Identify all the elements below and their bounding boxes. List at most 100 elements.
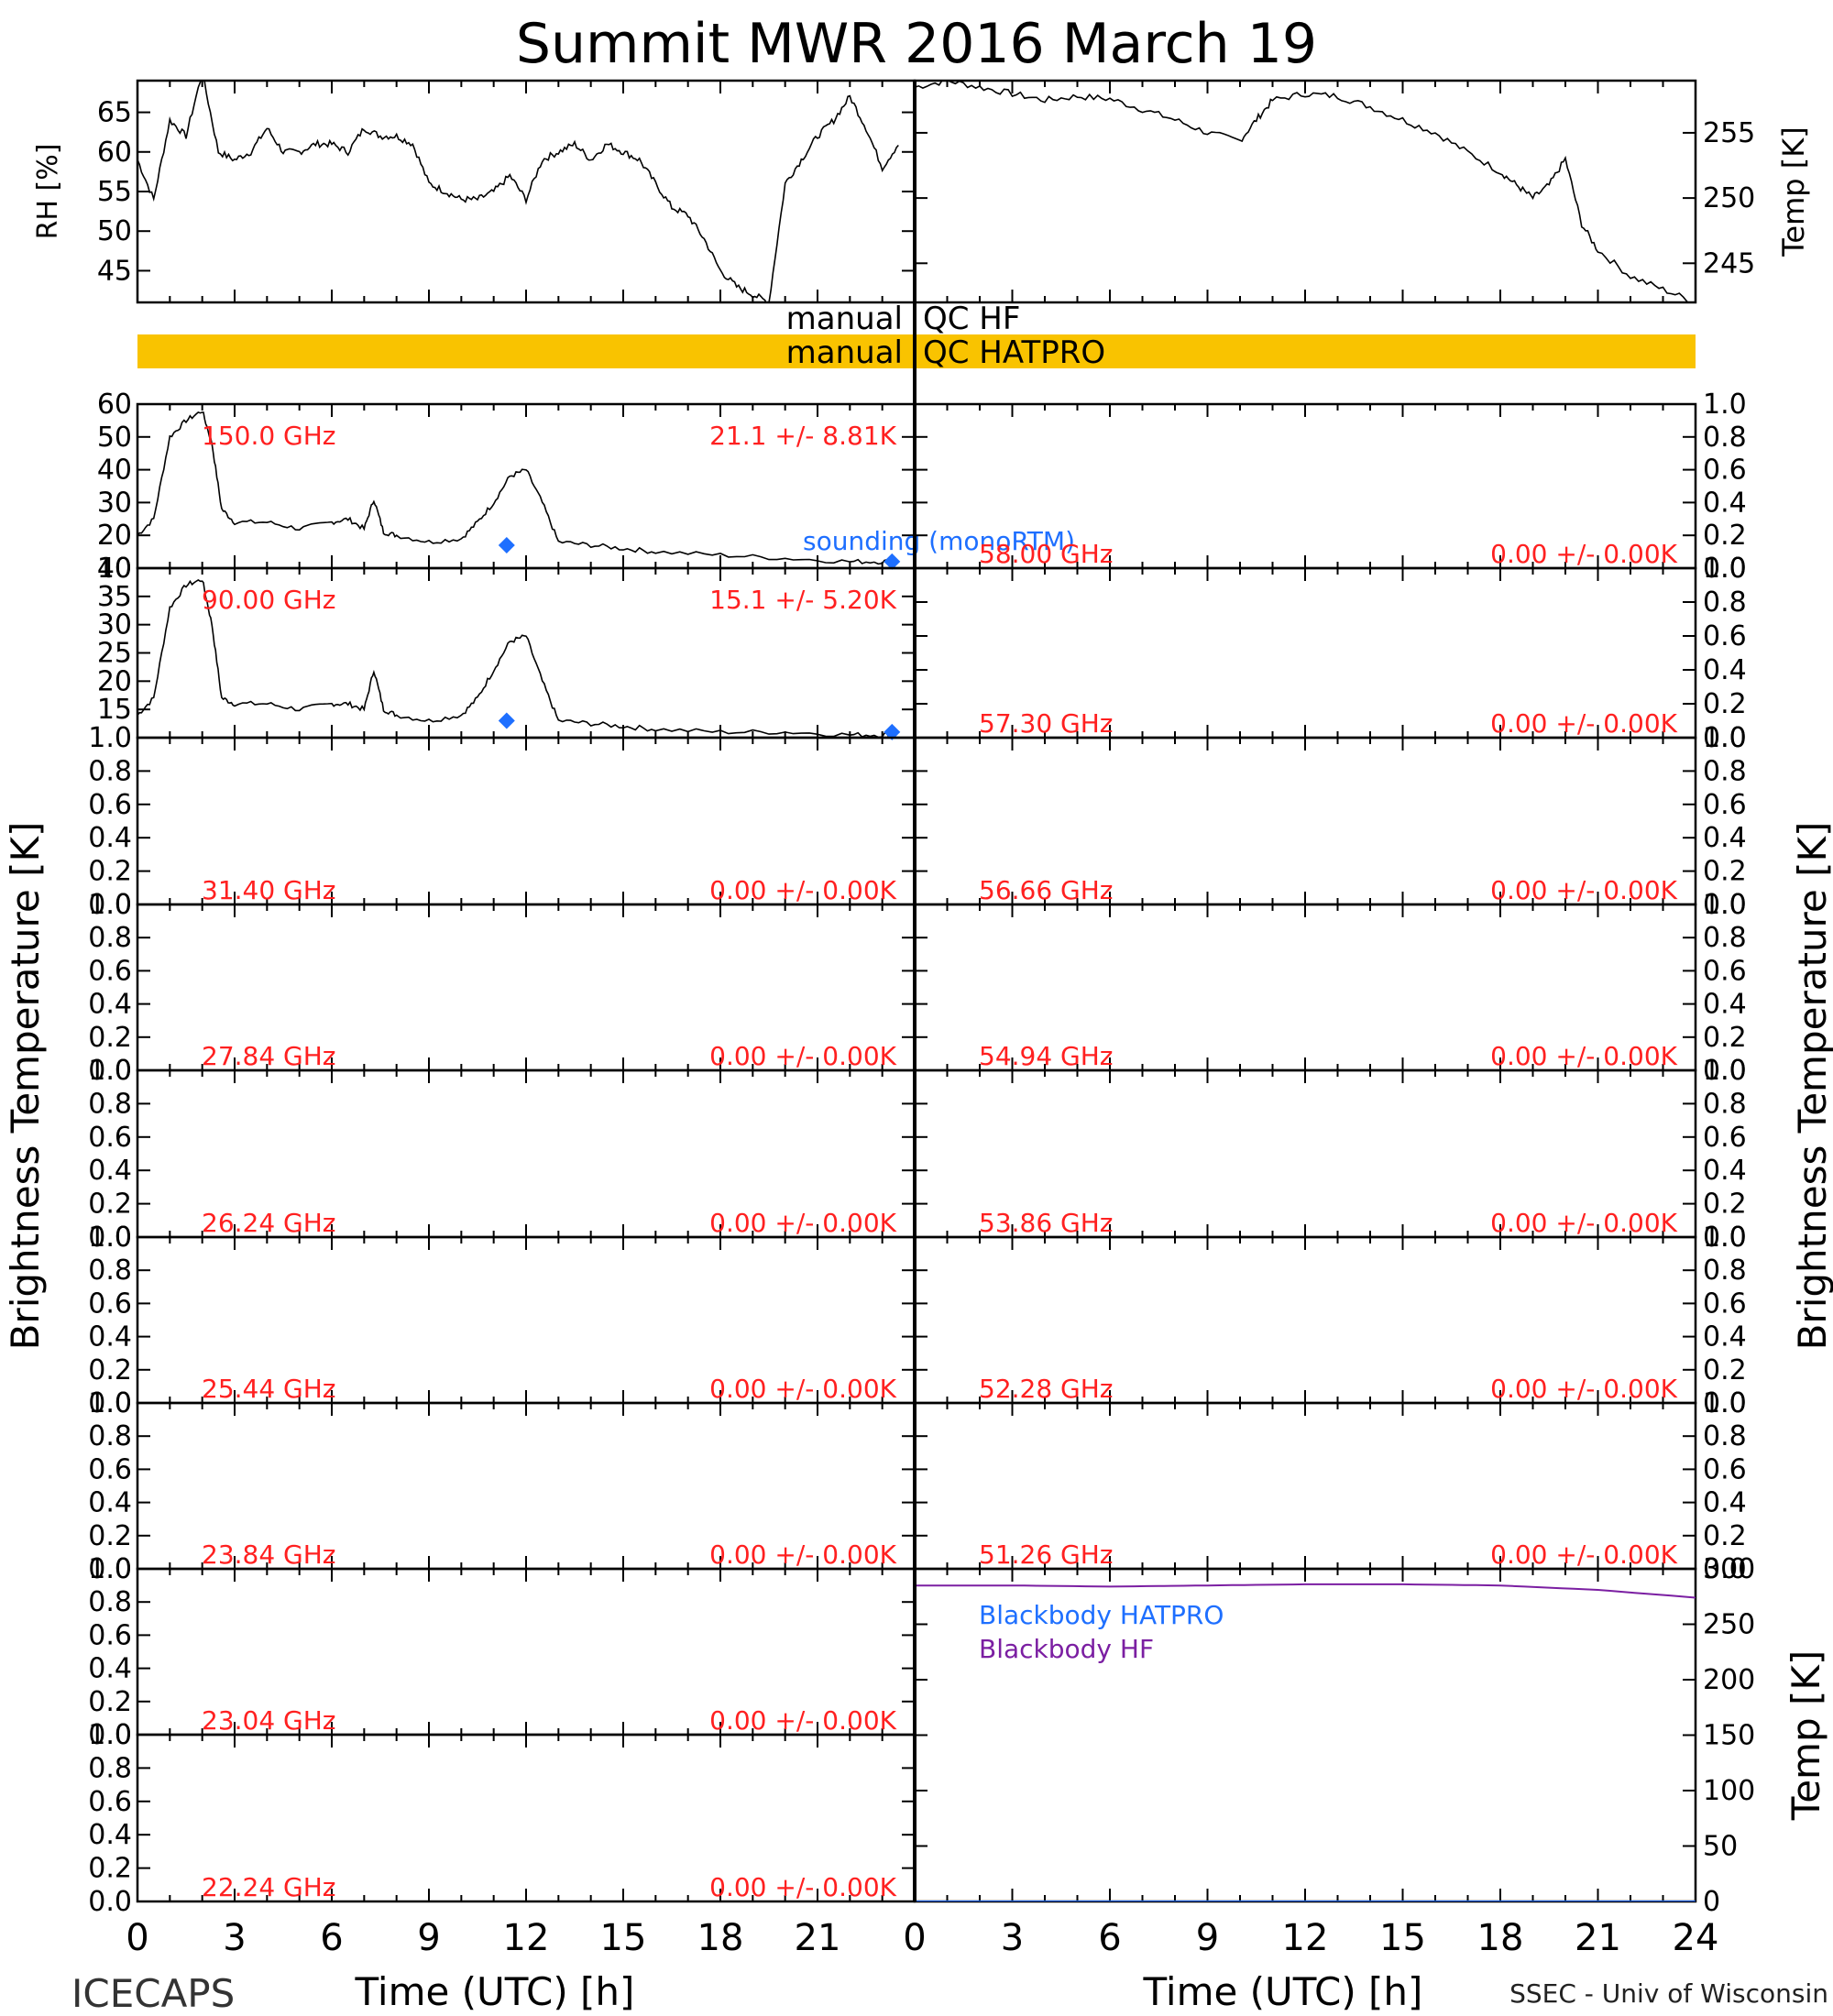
panel-ch-54.94: 0.00.20.40.60.81.054.94 GHz 0.00 +/- 0.00… [913, 889, 1747, 1087]
panel-frame [136, 79, 916, 304]
channel-frequency: 22.24 GHz [202, 1872, 336, 1902]
y-tick-label: 0.2 [1703, 688, 1747, 720]
y-tick-label: 1.0 [88, 722, 132, 754]
y-tick-label: 0.6 [88, 789, 132, 821]
x-tick-label: 24 [1673, 1917, 1719, 1959]
y-tick-label: 0.6 [1703, 1122, 1747, 1154]
x-tick-label: 6 [1098, 1917, 1121, 1959]
channel-frequency: 23.84 GHz [202, 1539, 336, 1570]
y-tick-label: 255 [1703, 117, 1755, 149]
x-tick-label: 21 [1575, 1917, 1621, 1959]
y-tick-label: 0.4 [1703, 487, 1747, 519]
x-tick-label: 0 [903, 1917, 926, 1959]
channel-stats: 0.00 +/- 0.00K [709, 1041, 896, 1071]
y-tick-label: 40 [97, 553, 132, 585]
y-tick-label: 1.0 [1703, 1387, 1747, 1419]
y-tick-label: 1.0 [1703, 722, 1747, 754]
y-tick-label: 0.0 [88, 1553, 132, 1585]
qc-hatpro-label-left: manual [786, 334, 903, 371]
y-tick-label: 30 [97, 487, 132, 519]
channel-frequency: 54.94 GHz [979, 1041, 1114, 1071]
panel-ch-23.04: 0.00.20.40.60.81.023.04 GHz 0.00 +/- 0.00… [88, 1553, 916, 1751]
y-tick-label: 1.0 [88, 1553, 132, 1585]
channel-stats: 0.00 +/- 0.00K [1490, 1208, 1677, 1238]
y-tick-label: 0.8 [1703, 1088, 1747, 1120]
x-tick-label: 12 [503, 1917, 550, 1959]
y-axis-label: Temp [K] [1776, 126, 1811, 257]
y-tick-label: 0.4 [1703, 1321, 1747, 1353]
y-tick-label: 60 [97, 389, 132, 421]
y-tick-label: 60 [97, 137, 132, 169]
y-tick-label: 0.8 [1703, 922, 1747, 954]
legend-blackbody-hf: Blackbody HF [979, 1634, 1154, 1664]
x-tick-label: 3 [1001, 1917, 1024, 1959]
x-tick-label: 15 [600, 1917, 647, 1959]
y-tick-label: 55 [97, 176, 132, 208]
y-tick-label: 0.6 [1703, 455, 1747, 487]
y-tick-label: 50 [1703, 1831, 1738, 1863]
y-tick-label: 45 [97, 255, 132, 287]
channel-frequency: 53.86 GHz [979, 1208, 1114, 1238]
y-tick-label: 0.6 [1703, 789, 1747, 821]
footer-icecaps: ICECAPS [71, 1971, 235, 2016]
y-tick-label: 1.0 [88, 889, 132, 921]
channel-frequency: 31.40 GHz [202, 875, 336, 905]
y-tick-label: 1.0 [1703, 553, 1747, 585]
channel-stats: 0.00 +/- 0.00K [1490, 539, 1677, 569]
y-tick-label: 0.8 [1703, 586, 1747, 619]
panel-ch-31.40: 0.00.20.40.60.81.031.40 GHz 0.00 +/- 0.00… [88, 722, 916, 921]
channel-stats: 0.00 +/- 0.00K [1490, 1041, 1677, 1071]
y-tick-label: 0.0 [1703, 722, 1747, 754]
y-tick-label: 0.2 [1703, 520, 1747, 552]
x-tick-label: 9 [1196, 1917, 1219, 1959]
channel-stats: 0.00 +/- 0.00K [1490, 708, 1677, 739]
channel-stats: 0.00 +/- 0.00K [709, 1208, 896, 1238]
y-tick-label: 0.2 [1703, 1022, 1747, 1054]
y-tick-label: 0.2 [1703, 1354, 1747, 1386]
sounding-point [884, 723, 901, 740]
y-tick-label: 0.8 [88, 1420, 132, 1452]
y-tick-label: 0.4 [88, 1653, 132, 1685]
y-tick-label: 250 [1703, 182, 1755, 214]
y-tick-label: 0.8 [88, 755, 132, 787]
y-tick-label: 0.4 [88, 1321, 132, 1353]
x-tick-label: 0 [126, 1917, 148, 1959]
y-tick-label: 0.0 [1703, 1387, 1747, 1419]
panel-rh: 45 50 55 60 65 RH [%] [32, 79, 916, 304]
channel-frequency: 57.30 GHz [979, 708, 1114, 739]
y-tick-label: 0.2 [1703, 1520, 1747, 1552]
y-tick-label: 0.0 [88, 1387, 132, 1419]
series-line [137, 578, 899, 738]
y-tick-label: 0.0 [88, 1055, 132, 1087]
y-tick-label: 0.2 [88, 1686, 132, 1718]
y-tick-label: 0.6 [88, 1287, 132, 1320]
y-tick-label: 0.8 [1703, 422, 1747, 454]
channel-frequency: 56.66 GHz [979, 875, 1114, 905]
y-tick-label: 0.0 [1703, 1222, 1747, 1254]
series-line-blackbody-hf [915, 1583, 1696, 1599]
y-tick-label: 0.0 [1703, 1055, 1747, 1087]
channel-frequency: 25.44 GHz [202, 1374, 336, 1404]
y-tick-label: 20 [97, 665, 132, 697]
panel-ch-52.28: 0.00.20.40.60.81.052.28 GHz 0.00 +/- 0.00… [913, 1222, 1747, 1419]
y-tick-label: 0.4 [1703, 654, 1747, 686]
y-tick-label: 0.6 [88, 1619, 132, 1651]
y-tick-label: 0.6 [1703, 955, 1747, 987]
y-tick-label: 0.8 [1703, 755, 1747, 787]
x-tick-label: 15 [1379, 1917, 1426, 1959]
sounding-point [498, 536, 515, 553]
panel-ch-27.84: 0.00.20.40.60.81.027.84 GHz 0.00 +/- 0.00… [88, 889, 916, 1087]
y-tick-label: 245 [1703, 247, 1755, 279]
y-tick-label: 1.0 [88, 1222, 132, 1254]
y-tick-label: 0.2 [88, 856, 132, 888]
y-tick-label: 0.0 [1703, 1553, 1747, 1585]
y-tick-label: 0 [1703, 1886, 1720, 1918]
y-tick-label: 0.6 [88, 1786, 132, 1818]
y-tick-label: 0.2 [1703, 1189, 1747, 1221]
y-axis-label: Temp [K] [1784, 1650, 1828, 1822]
footer-ssec: SSEC - Univ of Wisconsin [1509, 1978, 1828, 2009]
y-tick-label: 25 [97, 638, 132, 670]
y-tick-label: 200 [1703, 1664, 1755, 1696]
y-tick-label: 0.8 [88, 922, 132, 954]
y-tick-label: 1.0 [1703, 389, 1747, 421]
